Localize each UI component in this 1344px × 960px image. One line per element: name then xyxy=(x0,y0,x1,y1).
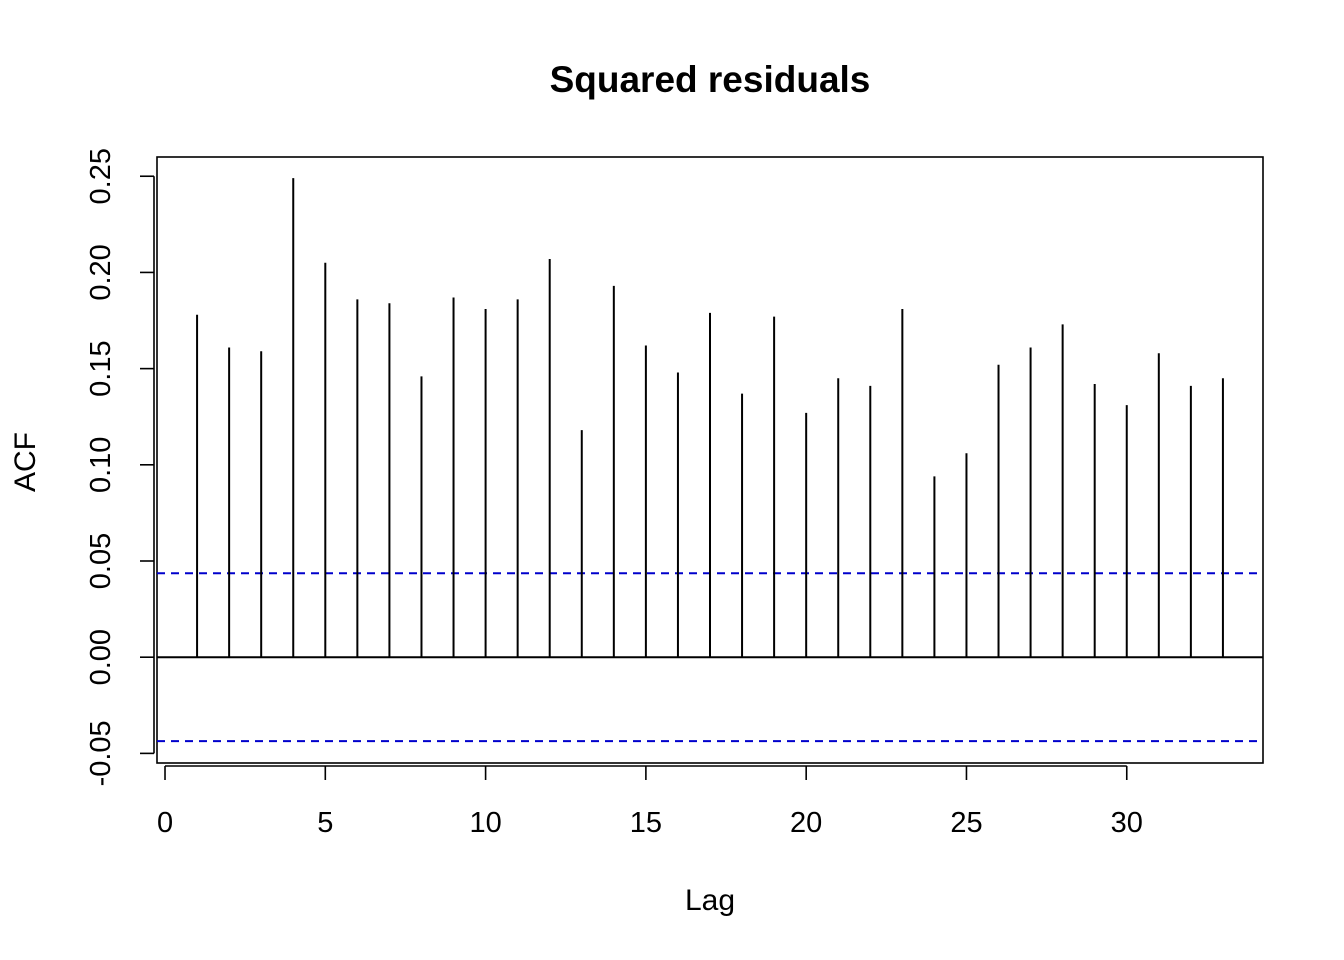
x-tick-label-20: 20 xyxy=(790,807,822,839)
y-tick-label-0.25: 0.25 xyxy=(85,148,117,204)
x-axis-label: Lag xyxy=(685,884,735,917)
x-tick-label-25: 25 xyxy=(950,807,982,839)
chart-title: Squared residuals xyxy=(550,59,871,100)
x-tick-label-15: 15 xyxy=(630,807,662,839)
y-axis-label: ACF xyxy=(9,432,42,492)
y-tick-label-0.00: 0.00 xyxy=(85,629,117,685)
plot-frame xyxy=(156,156,1264,764)
x-tick-label-0: 0 xyxy=(157,807,173,839)
y-tick-label-0.05: 0.05 xyxy=(85,533,117,589)
plot-area: 0 5 10 15 20 25 30 -0.05 0.00 0.05 0.10 0.15 0.20 0.2… xyxy=(85,148,1264,839)
x-tick-label-10: 10 xyxy=(469,807,501,839)
x-tick-label-30: 30 xyxy=(1111,807,1143,839)
y-tick-label-0.20: 0.20 xyxy=(85,244,117,300)
y-tick-label-0.15: 0.15 xyxy=(85,340,117,396)
x-tick-label-5: 5 xyxy=(317,807,333,839)
y-tick-label--0.05: -0.05 xyxy=(85,720,117,786)
y-tick-label-0.10: 0.10 xyxy=(85,437,117,493)
